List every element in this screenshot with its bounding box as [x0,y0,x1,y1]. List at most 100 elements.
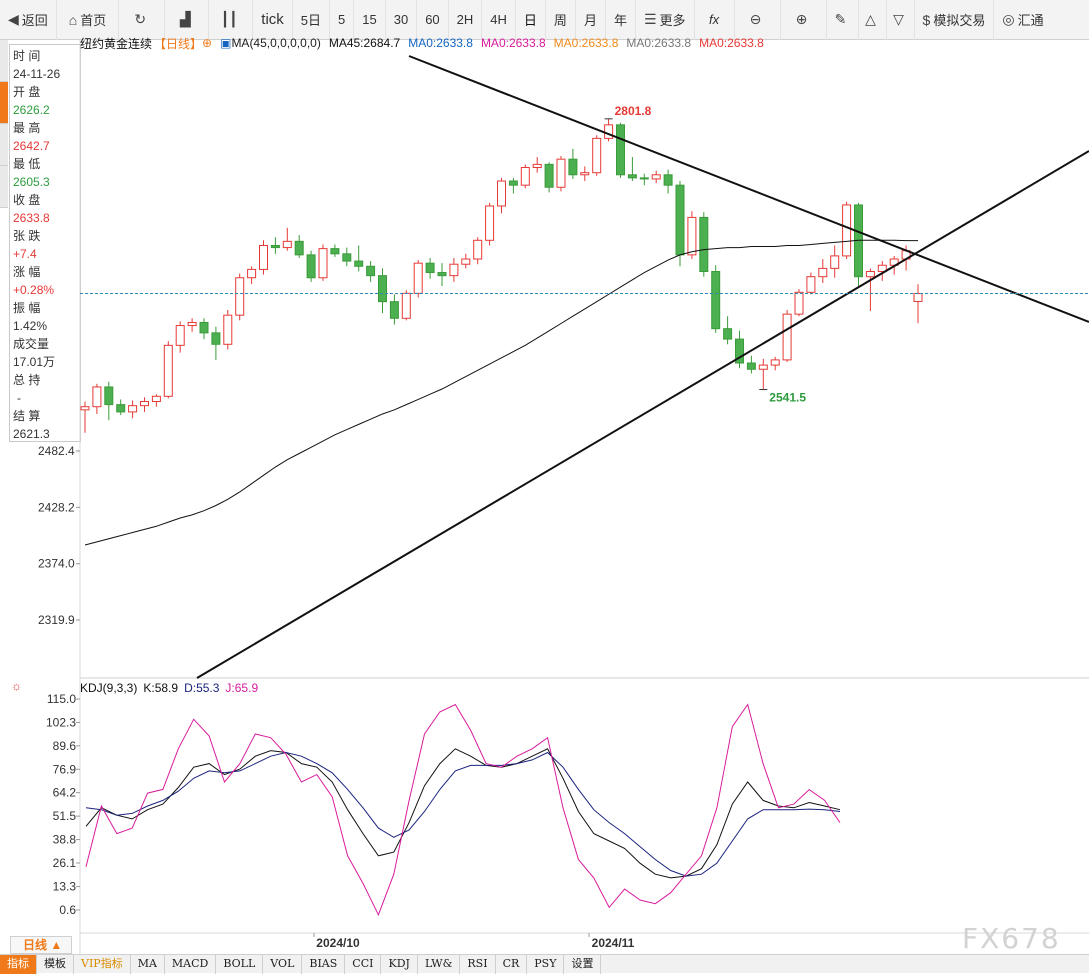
candle-body [425,262,435,274]
tab-ma[interactable]: MA [131,954,165,974]
sim-trade-button[interactable]: $ 模拟交易 [915,0,995,40]
kdj-header: KDJ(9,3,3) K:58.9 D:55.3 J:65.9 [80,681,258,695]
period-selector[interactable]: 日线 ▲ [10,936,72,954]
kdj-settings-icon[interactable]: ☼ [11,679,22,693]
period-5min[interactable]: 5 [330,0,355,40]
zoom-in-icon: ⊕ [795,11,808,27]
menu-icon: ☰ [643,11,657,27]
back-arrow-icon: ◀ [8,11,19,27]
triangle-up-button[interactable]: △ [859,0,887,40]
side-tab-1[interactable] [0,40,8,82]
tab-psy[interactable]: PSY [527,954,565,974]
candle-body [140,400,149,407]
candle-body [294,240,304,256]
side-tab-3[interactable] [0,124,8,166]
low-value: 2605.3 [13,175,50,189]
candle-body [865,270,875,278]
more-label: 更多 [659,13,686,28]
tab-boll[interactable]: BOLL [216,954,264,974]
period-week[interactable]: 周 [546,0,576,40]
toolbar: ◀ 返回 ⌂ 首页 ↻ ▟ ┃┃ tick 5日 5 15 30 60 2H 4H … [0,0,1089,40]
kdj-tick-label: 102.3 [46,715,76,729]
kdj-tick-label: 26.1 [53,856,77,870]
huitong-button[interactable]: ◎ 汇通 [994,0,1051,40]
change-value: +7.4 [13,247,37,261]
tab-template[interactable]: 模板 [37,954,74,974]
tab-cr[interactable]: CR [496,954,528,974]
zoom-in-button[interactable]: ⊕ [781,0,827,40]
tab-indicators[interactable]: 指标 [0,954,37,974]
ma0-value: MA0:2633.8 [480,36,546,50]
pct-label: 涨 幅 [13,265,41,279]
kline-type-button[interactable]: ┃┃ [209,0,254,40]
period-2h[interactable]: 2H [449,0,483,40]
tab-settings[interactable]: 设置 [564,954,602,974]
candle-body [163,344,173,397]
period-month[interactable]: 月 [576,0,606,40]
tab-bias[interactable]: BIAS [302,954,346,974]
formula-button[interactable]: fx [695,0,735,40]
vol-label: 成交量 [13,337,50,351]
tab-cci[interactable]: CCI [345,954,382,974]
period-4h[interactable]: 4H [482,0,516,40]
price-tick-label: 2428.2 [38,500,75,514]
candle-body [877,264,887,272]
support-trendline [196,150,1089,679]
kdj-tick-label: 0.6 [59,903,76,917]
candle-body [104,386,114,406]
tab-vol[interactable]: VOL [263,954,303,974]
zoom-out-icon: ⊖ [749,11,762,27]
oi-value: - [17,391,21,405]
high-label: 最 高 [13,121,41,135]
change-label: 张 跌 [13,229,41,243]
close-value: 2633.8 [13,211,50,225]
time-label: 时 间 [13,49,41,63]
home-button[interactable]: ⌂ 首页 [57,0,120,40]
candle-body [401,292,411,319]
back-button[interactable]: ◀ 返回 [0,0,57,40]
kdj-j-line [85,703,841,917]
tab-vip-indicators[interactable]: VIP指标 [74,954,131,974]
period-15min[interactable]: 15 [354,0,386,40]
tab-kdj[interactable]: KDJ [381,954,418,974]
candle-body [354,260,364,267]
zoom-out-button[interactable]: ⊖ [735,0,781,40]
refresh-button[interactable]: ↻ [119,0,166,40]
triangle-down-button[interactable]: ▽ [887,0,915,40]
candle-body [473,239,483,260]
candle-body [699,216,709,272]
period-30min[interactable]: 30 [386,0,418,40]
period-5day[interactable]: 5日 [293,0,331,40]
triangle-down-icon: ▽ [893,11,904,27]
tab-lw[interactable]: LW& [418,954,461,974]
formula-icon: fx [708,12,720,27]
candle-body [270,244,280,249]
side-tab-2[interactable] [0,82,8,124]
candle-body [782,313,792,361]
indicator-tabs: 指标 模板 VIP指标 MA MACD BOLL VOL BIAS CCI KD… [0,954,1089,974]
draw-pen-button[interactable]: ✎ [827,0,859,40]
period-label: 日 [523,13,537,28]
price-tick-label: 2374.0 [38,557,75,571]
period-day[interactable]: 日 [516,0,546,40]
more-button[interactable]: ☰ 更多 [636,0,695,40]
candle-body [723,328,733,340]
candle-body [842,204,852,257]
candlestick-chart-button[interactable]: ▟ [165,0,210,40]
huitong-label: 汇通 [1017,13,1044,28]
period-60min[interactable]: 60 [417,0,449,40]
ma-group-label[interactable]: ▣MA(45,0,0,0,0,0) [220,36,321,50]
period-year[interactable]: 年 [606,0,636,40]
huitong-logo-icon: ◎ [1002,11,1015,27]
side-tab-4[interactable] [0,166,8,208]
period-label: 4H [490,12,507,27]
tick-button[interactable]: tick [253,0,293,40]
axis-layer: 2482.4 2428.2 2374.0 2319.9 115.0 102.3 89.6 76… [38,293,1089,950]
kdj-d-value: D:55.3 [184,681,220,695]
candle-body [485,205,495,241]
settings-icon[interactable]: ⊕ [202,36,213,50]
tab-rsi[interactable]: RSI [460,954,496,974]
tab-macd[interactable]: MACD [165,954,217,974]
kdj-tick-label: 51.5 [53,809,77,823]
